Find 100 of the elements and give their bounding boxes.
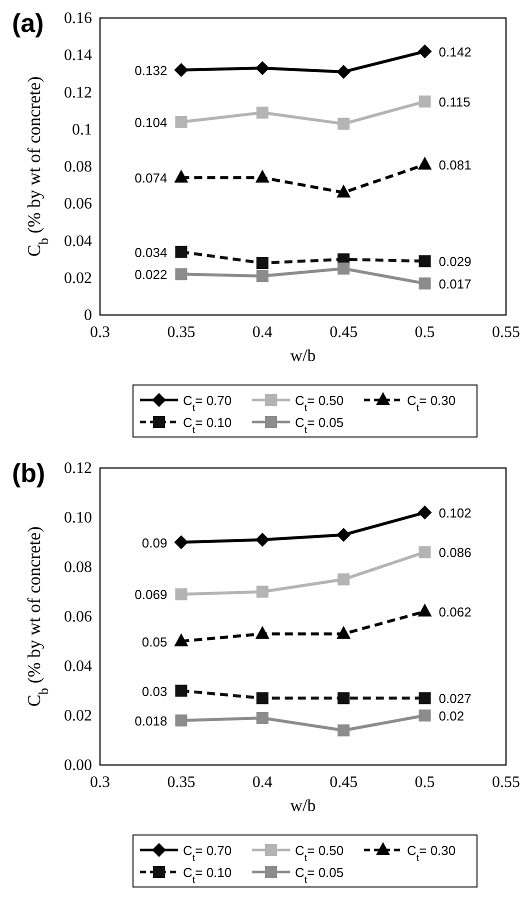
x-tick-label: 0.35	[167, 324, 196, 341]
point	[174, 633, 188, 646]
data-label: 0.086	[438, 545, 472, 560]
y-tick-label: 0.02	[64, 270, 92, 287]
point	[338, 692, 350, 704]
x-tick-label: 0.35	[167, 774, 196, 791]
x-tick-label: 0.55	[492, 324, 520, 341]
x-tick-label: 0.4	[252, 324, 272, 341]
point	[418, 546, 431, 558]
point	[418, 96, 431, 108]
y-tick-label: 0.16	[64, 10, 92, 27]
y-tick-label: 0.02	[64, 708, 92, 724]
data-label: 0.05	[142, 634, 168, 650]
data-label: 0.034	[134, 244, 168, 260]
point	[255, 532, 270, 547]
y-tick-label: 0.14	[64, 47, 92, 64]
y-tick-label: 0.1	[72, 121, 92, 138]
data-label: 0.09	[142, 535, 168, 550]
point	[338, 573, 350, 586]
x-axis-title: w/b	[290, 796, 316, 815]
point	[336, 528, 351, 542]
point	[418, 277, 431, 290]
point	[255, 61, 270, 76]
point	[256, 586, 268, 598]
y-tick-label: 0.10	[64, 510, 92, 526]
x-tick-label: 0.5	[414, 324, 435, 341]
y-tick-label: 0.06	[64, 608, 92, 626]
point	[418, 156, 432, 170]
data-label: 0.03	[142, 684, 168, 699]
point	[175, 268, 188, 280]
legend-label: C$_{t}$= 0.10	[183, 415, 232, 436]
y-tick-label: 0.00	[64, 757, 92, 774]
point	[256, 712, 268, 724]
x-tick-label: 0.3	[90, 324, 110, 341]
chart-title: (a)	[12, 8, 44, 38]
x-tick-label: 0.4	[252, 774, 272, 791]
y-tick-label: 0	[84, 307, 92, 324]
data-label: 0.074	[134, 170, 168, 186]
legend-label: C$_{t}$= 0.50	[295, 843, 344, 864]
data-label: 0.069	[134, 587, 168, 602]
x-tick-label: 0.45	[330, 774, 358, 791]
point	[336, 64, 351, 79]
x-tick-label: 0.3	[90, 774, 110, 791]
point	[175, 588, 188, 600]
data-label: 0.02	[438, 708, 464, 724]
point	[418, 710, 431, 722]
data-label: 0.018	[134, 713, 168, 728]
legend-label: C$_{t}$= 0.05	[295, 415, 344, 436]
legend-label: C$_{t}$= 0.70	[183, 393, 232, 414]
point	[174, 535, 188, 550]
point	[418, 44, 432, 58]
data-label: 0.142	[438, 44, 472, 60]
x-axis-title: w/b	[290, 346, 316, 365]
y-tick-label: 0.08	[64, 559, 92, 576]
y-tick-label: 0.04	[64, 232, 92, 250]
point	[338, 724, 350, 736]
legend-label: C$_{t}$= 0.70	[183, 843, 232, 864]
y-tick-label: 0.12	[64, 84, 92, 102]
y-tick-label: 0.08	[64, 158, 92, 176]
data-label: 0.029	[438, 254, 472, 270]
data-label: 0.062	[438, 604, 472, 620]
chart-title: (b)	[12, 458, 46, 488]
point	[175, 714, 188, 726]
data-label: 0.027	[438, 691, 472, 706]
x-tick-label: 0.5	[414, 774, 435, 791]
data-label: 0.104	[134, 114, 168, 130]
point	[174, 170, 188, 183]
point	[256, 270, 268, 282]
y-tick-label: 0.12	[64, 460, 92, 477]
data-label: 0.017	[438, 276, 472, 292]
legend-label: C$_{t}$= 0.10	[183, 865, 232, 886]
legend-label: C$_{t}$= 0.30	[407, 843, 456, 864]
point	[418, 692, 431, 704]
data-label: 0.115	[438, 94, 470, 110]
point	[418, 604, 432, 617]
point	[175, 684, 188, 697]
point	[255, 626, 270, 639]
y-tick-label: 0.04	[64, 658, 92, 675]
data-label: 0.102	[438, 506, 472, 521]
point	[338, 118, 350, 130]
point	[174, 62, 188, 77]
data-label: 0.081	[438, 158, 472, 173]
legend-label: C$_{t}$= 0.50	[295, 393, 344, 414]
point	[418, 506, 432, 520]
legend-label: C$_{t}$= 0.30	[407, 393, 456, 414]
legend-label: C$_{t}$= 0.05	[295, 865, 344, 886]
point	[338, 262, 350, 275]
x-tick-label: 0.45	[330, 324, 358, 341]
data-label: 0.022	[134, 267, 168, 282]
point	[175, 246, 188, 258]
data-label: 0.132	[134, 62, 168, 78]
point	[418, 255, 431, 268]
y-tick-label: 0.06	[64, 196, 92, 213]
point	[175, 116, 188, 128]
x-tick-label: 0.55	[492, 774, 520, 791]
point	[256, 257, 268, 270]
point	[256, 106, 268, 119]
point	[256, 692, 268, 704]
point	[255, 170, 270, 183]
point	[336, 626, 351, 639]
